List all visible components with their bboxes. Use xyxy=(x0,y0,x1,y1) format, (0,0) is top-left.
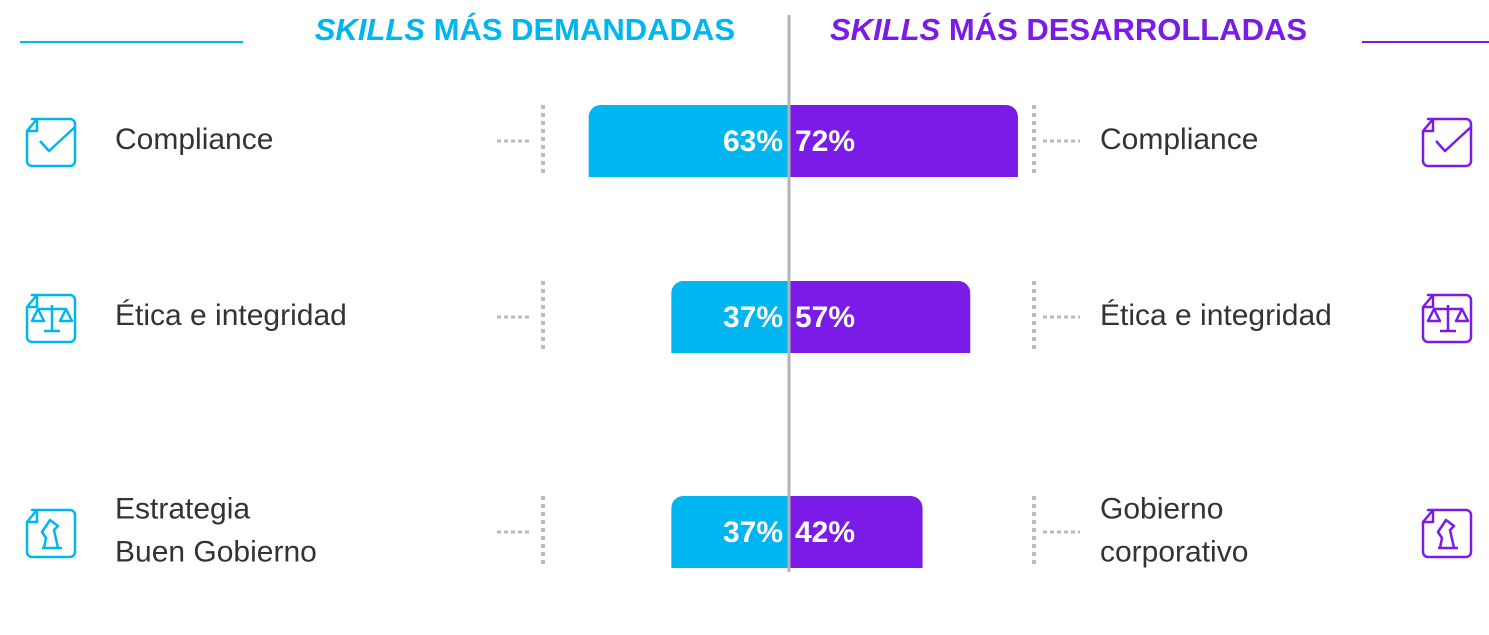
bar xyxy=(671,281,789,353)
category-label: Buen Gobierno xyxy=(115,535,317,568)
category-label: Ética e integridad xyxy=(115,299,347,332)
icon-scale xyxy=(1426,305,1470,333)
header-text: MÁS DESARROLLADAS xyxy=(949,12,1307,47)
icon-outline xyxy=(25,117,77,168)
icon xyxy=(1421,117,1473,168)
icon-outline xyxy=(25,508,77,559)
icon-outline xyxy=(1421,508,1473,559)
icon-check xyxy=(1435,126,1472,153)
icon-scale xyxy=(30,305,74,333)
icon-outline xyxy=(1421,293,1473,344)
value-label: 72% xyxy=(795,125,855,158)
category-label: Compliance xyxy=(115,123,273,156)
value-label: 57% xyxy=(795,301,855,334)
value-label: 37% xyxy=(723,516,783,549)
value-label: 42% xyxy=(795,516,855,549)
category-label: corporativo xyxy=(1100,535,1248,568)
icon-figure xyxy=(40,518,62,550)
category-label: Estrategia xyxy=(115,492,250,525)
header-emphasis: SKILLS xyxy=(315,12,426,47)
icon xyxy=(25,117,77,168)
left-header: SKILLS MÁS DEMANDADAS xyxy=(315,12,735,47)
icon xyxy=(1421,508,1473,559)
category-label: Gobierno xyxy=(1100,492,1223,525)
icon-outline xyxy=(1421,117,1473,168)
category-label: Ética e integridad xyxy=(1100,299,1332,332)
bar xyxy=(789,496,923,568)
bar xyxy=(789,105,1018,177)
header-text: MÁS DEMANDADAS xyxy=(434,12,735,47)
right-header: SKILLS MÁS DESARROLLADAS xyxy=(830,12,1307,47)
bars xyxy=(588,105,1018,568)
icon xyxy=(25,293,77,344)
value-label: 63% xyxy=(723,125,783,158)
category-label: Compliance xyxy=(1100,123,1258,156)
bar xyxy=(588,105,789,177)
value-label: 37% xyxy=(723,301,783,334)
bar xyxy=(671,496,789,568)
header-emphasis: SKILLS xyxy=(830,12,941,47)
icon xyxy=(1421,293,1473,344)
icon-check xyxy=(39,126,76,153)
icon-outline xyxy=(25,293,77,344)
icon xyxy=(25,508,77,559)
bar xyxy=(789,281,971,353)
icon-figure xyxy=(1436,518,1458,550)
